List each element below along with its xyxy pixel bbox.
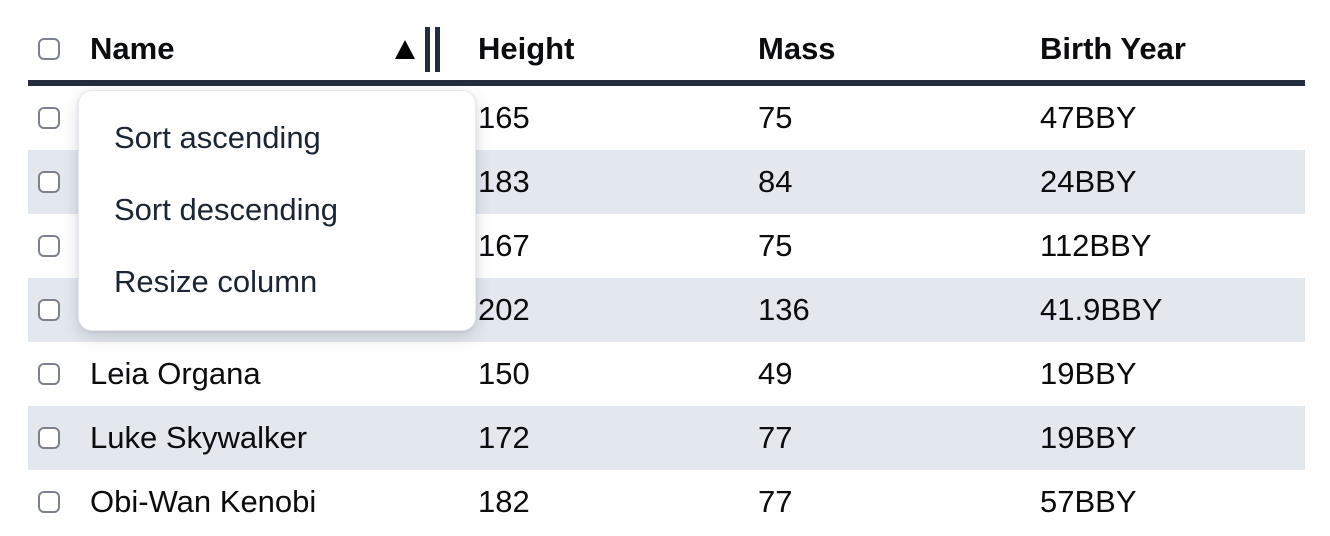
cell-mass: 136 [758,292,810,327]
cell-height: 165 [478,100,530,135]
cell-birth-year: 19BBY [1040,420,1137,455]
cell-height: 183 [478,164,530,199]
cell-mass: 84 [758,164,793,199]
row-checkbox[interactable] [38,235,60,257]
row-checkbox[interactable] [38,299,60,321]
table-row: Leia Organa 150 49 19BBY [28,342,1305,406]
column-header-mass[interactable]: Mass [738,31,1020,67]
row-checkbox[interactable] [38,171,60,193]
cell-mass: 49 [758,356,793,391]
row-select-cell [28,299,78,321]
cell-name: Luke Skywalker [90,420,308,455]
row-checkbox[interactable] [38,107,60,129]
table-row: Obi-Wan Kenobi 182 77 57BBY [28,470,1305,513]
table-row: 165 75 47BBY [28,86,1305,150]
column-header-name-label: Name [90,31,175,66]
cell-height: 182 [478,484,530,513]
column-header-birth-year-label: Birth Year [1040,31,1186,66]
column-resize-handle[interactable] [425,26,440,72]
table-header-row: Name Height Mass Birth Year [28,0,1305,86]
table-row: 167 75 112BBY [28,214,1305,278]
menu-item-sort-descending[interactable]: Sort descending [114,192,339,227]
cell-birth-year: 41.9BBY [1040,292,1163,327]
cell-height: 150 [478,356,530,391]
column-header-height-label: Height [478,31,575,66]
row-select-cell [28,171,78,193]
table-row: Luke Skywalker 172 77 19BBY [28,406,1305,470]
cell-height: 202 [478,292,530,327]
column-header-height[interactable]: Height [455,31,738,67]
cell-birth-year: 24BBY [1040,164,1137,199]
row-checkbox[interactable] [38,363,60,385]
cell-mass: 75 [758,228,793,263]
column-menu: Sort ascending Sort descending Resize co… [78,90,476,331]
row-checkbox[interactable] [38,491,60,513]
cell-birth-year: 57BBY [1040,484,1137,513]
cell-birth-year: 47BBY [1040,100,1137,135]
column-header-birth-year[interactable]: Birth Year [1020,31,1305,67]
column-header-name[interactable]: Name [78,26,455,72]
cell-birth-year: 112BBY [1040,228,1152,263]
sort-ascending-icon [395,39,415,59]
select-all-checkbox[interactable] [38,38,60,60]
cell-height: 167 [478,228,530,263]
cell-height: 172 [478,420,530,455]
row-select-cell [28,491,78,513]
row-select-cell [28,235,78,257]
cell-name: Obi-Wan Kenobi [90,484,317,513]
row-select-cell [28,107,78,129]
cell-mass: 75 [758,100,793,135]
cell-birth-year: 19BBY [1040,356,1137,391]
select-all-cell [28,38,78,60]
row-checkbox[interactable] [38,427,60,449]
cell-mass: 77 [758,484,793,513]
column-header-mass-label: Mass [758,31,836,66]
cell-name: Leia Organa [90,356,261,391]
row-select-cell [28,427,78,449]
menu-item-sort-ascending[interactable]: Sort ascending [114,120,321,155]
row-select-cell [28,363,78,385]
cell-mass: 77 [758,420,793,455]
menu-item-resize-column[interactable]: Resize column [114,264,318,299]
